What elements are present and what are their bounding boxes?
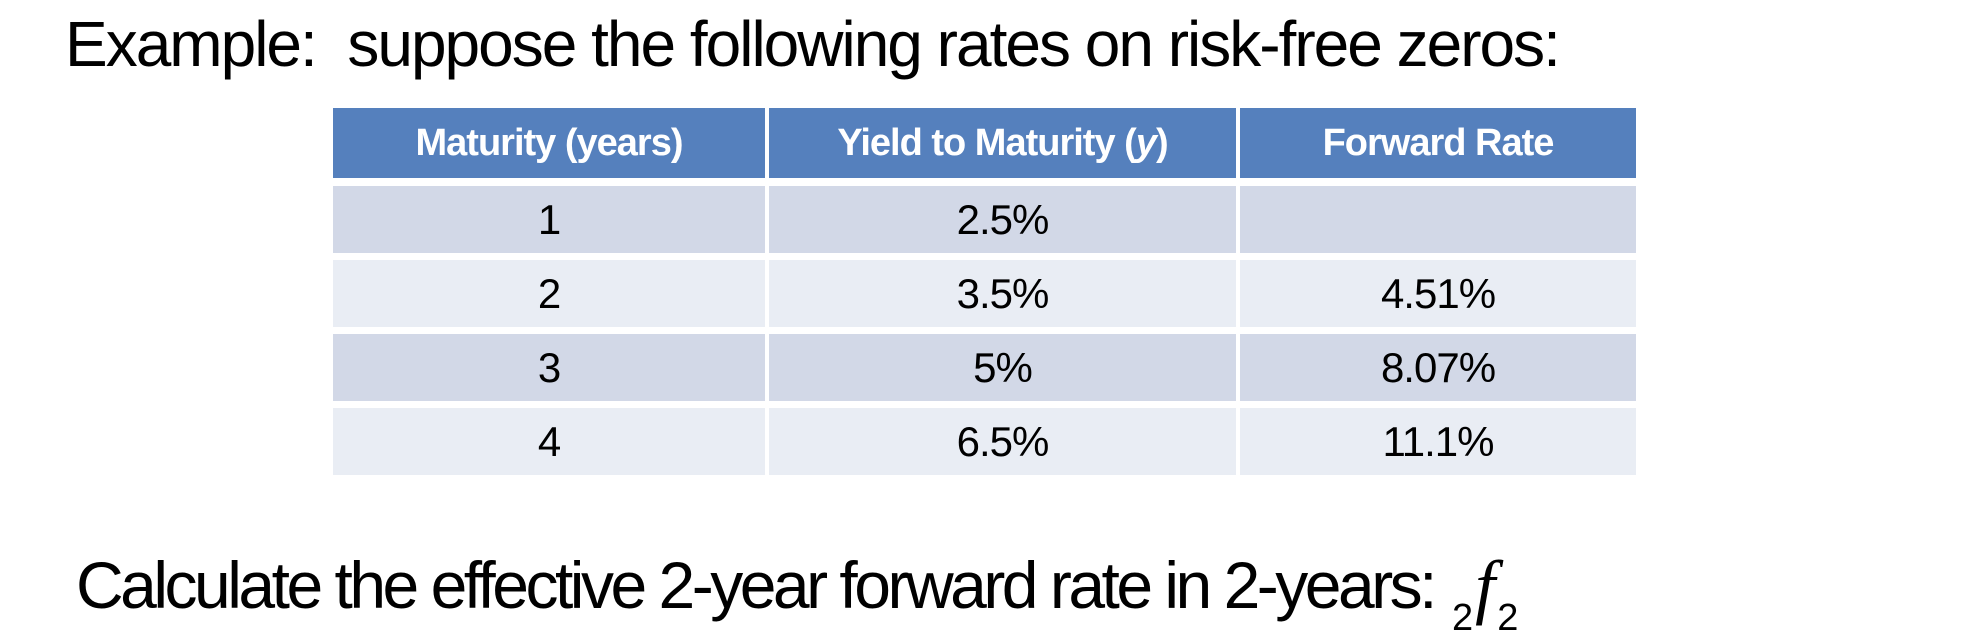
rates-table: Maturity (years) Yield to Maturity (y) F…	[333, 108, 1636, 475]
header-cell-maturity: Maturity (years)	[333, 108, 765, 178]
header-cell-forward-rate: Forward Rate	[1240, 108, 1636, 178]
cell-maturity-2: 2	[333, 260, 765, 327]
cell-forward-3: 8.07%	[1240, 334, 1636, 401]
question-text: Calculate the effective 2-year forward r…	[76, 548, 1438, 622]
table-row-4: 4 6.5% 11.1%	[333, 408, 1636, 475]
cell-forward-1	[1240, 186, 1636, 253]
cell-maturity-3: 3	[333, 334, 765, 401]
notation-post-subscript: 2	[1497, 597, 1519, 639]
table-row-3: 3 5% 8.07%	[333, 334, 1636, 401]
question-line: Calculate the effective 2-year forward r…	[76, 543, 1518, 639]
notation-f-symbol: f	[1475, 546, 1496, 626]
cell-ytm-1: 2.5%	[769, 186, 1236, 253]
header-ytm-prefix: Yield to Maturity (	[837, 121, 1136, 164]
cell-forward-2: 4.51%	[1240, 260, 1636, 327]
table-row-2: 2 3.5% 4.51%	[333, 260, 1636, 327]
cell-ytm-2: 3.5%	[769, 260, 1236, 327]
cell-ytm-4: 6.5%	[769, 408, 1236, 475]
cell-maturity-1: 1	[333, 186, 765, 253]
table-header-row: Maturity (years) Yield to Maturity (y) F…	[333, 108, 1636, 178]
header-ytm-symbol: y	[1135, 121, 1157, 164]
notation-pre-subscript: 2	[1452, 597, 1474, 639]
cell-maturity-4: 4	[333, 408, 765, 475]
header-cell-yield-to-maturity: Yield to Maturity (y)	[769, 108, 1236, 178]
cell-ytm-3: 5%	[769, 334, 1236, 401]
cell-forward-4: 11.1%	[1240, 408, 1636, 475]
table-row-1: 1 2.5%	[333, 186, 1636, 253]
slide-title: Example: suppose the following rates on …	[65, 8, 1561, 80]
header-ytm-suffix: )	[1155, 121, 1169, 164]
